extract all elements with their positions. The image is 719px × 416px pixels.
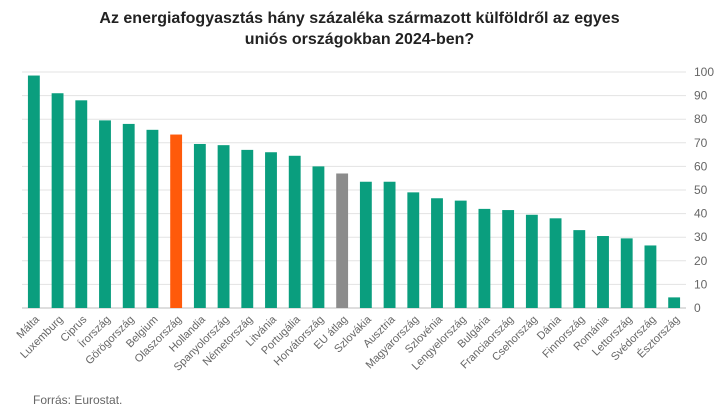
bar xyxy=(75,100,88,308)
bar xyxy=(478,208,491,308)
bar xyxy=(407,192,420,308)
bar xyxy=(312,166,325,308)
bar xyxy=(668,297,681,308)
bar xyxy=(525,214,538,308)
bar xyxy=(336,173,349,308)
chart-title: Az energiafogyasztás hány százaléka szár… xyxy=(0,8,719,50)
bar xyxy=(170,134,183,308)
y-tick-label: 80 xyxy=(694,112,708,126)
y-tick-label: 30 xyxy=(694,230,708,244)
bar xyxy=(193,143,206,308)
source-note: Forrás: Eurostat. xyxy=(33,393,123,407)
bar xyxy=(454,200,467,308)
bar xyxy=(288,155,301,308)
y-tick-label: 20 xyxy=(694,254,708,268)
bar xyxy=(146,129,159,308)
bar xyxy=(359,181,372,308)
bar xyxy=(502,210,515,308)
bar xyxy=(549,218,562,308)
y-tick-label: 100 xyxy=(694,65,714,79)
chart-title-line-1: Az energiafogyasztás hány százaléka szár… xyxy=(99,10,620,27)
bar xyxy=(241,149,254,308)
bar xyxy=(217,145,230,308)
bar xyxy=(99,120,111,308)
y-tick-label: 40 xyxy=(694,207,708,221)
chart-title-line-2: uniós országokban 2024-ben? xyxy=(244,31,475,48)
y-tick-label: 70 xyxy=(694,136,708,150)
y-tick-label: 50 xyxy=(694,183,708,197)
y-tick-label: 10 xyxy=(694,277,708,291)
bar xyxy=(265,152,277,308)
bar xyxy=(51,93,64,309)
bar xyxy=(27,75,40,308)
bar xyxy=(620,238,633,308)
bar xyxy=(644,245,657,308)
y-tick-label: 90 xyxy=(694,89,708,103)
y-tick-label: 60 xyxy=(694,159,708,173)
bar xyxy=(383,181,396,308)
bar xyxy=(573,230,586,308)
bar xyxy=(597,236,609,308)
bar xyxy=(122,123,135,308)
bar xyxy=(431,198,443,308)
y-tick-label: 0 xyxy=(694,301,701,315)
